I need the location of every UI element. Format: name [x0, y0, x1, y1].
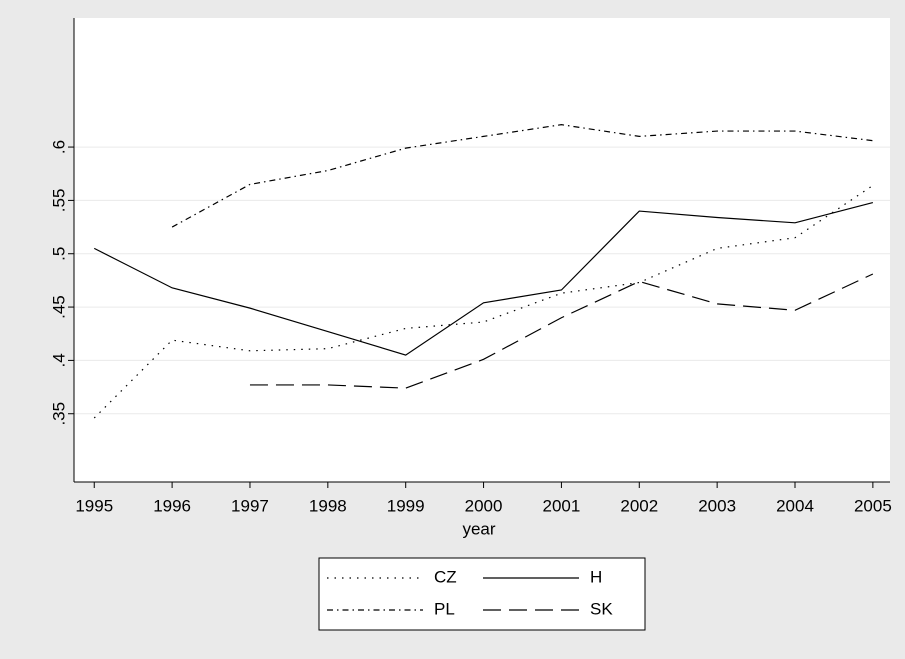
x-tick-label: 2003	[698, 496, 736, 515]
series-line	[171, 124, 873, 228]
x-tick-label: 2004	[776, 496, 814, 515]
y-tick-label: .55	[49, 189, 68, 213]
y-tick-label: .35	[49, 402, 68, 426]
legend-label: PL	[434, 599, 455, 618]
x-axis-label: year	[462, 519, 495, 538]
series-line	[93, 201, 874, 356]
x-tick-label: 2001	[543, 496, 581, 515]
y-tick-label: .5	[49, 247, 68, 261]
x-tick-label: 1995	[75, 496, 113, 515]
y-tick-label: .45	[49, 295, 68, 319]
x-tick-label: 2002	[620, 496, 658, 515]
x-tick-label: 1996	[153, 496, 191, 515]
x-tick-label: 2005	[854, 496, 892, 515]
plot-area	[74, 18, 890, 482]
legend-label: H	[590, 567, 602, 586]
x-tick-label: 1997	[231, 496, 269, 515]
legend-label: CZ	[434, 567, 457, 586]
x-tick-label: 2000	[465, 496, 503, 515]
y-tick-label: .4	[49, 353, 68, 367]
legend-box	[318, 557, 646, 631]
series-line	[249, 273, 874, 389]
x-tick-label: 1998	[309, 496, 347, 515]
series-line	[93, 184, 874, 419]
y-tick-label: .6	[49, 140, 68, 154]
x-tick-label: 1999	[387, 496, 425, 515]
legend-label: SK	[590, 599, 613, 618]
